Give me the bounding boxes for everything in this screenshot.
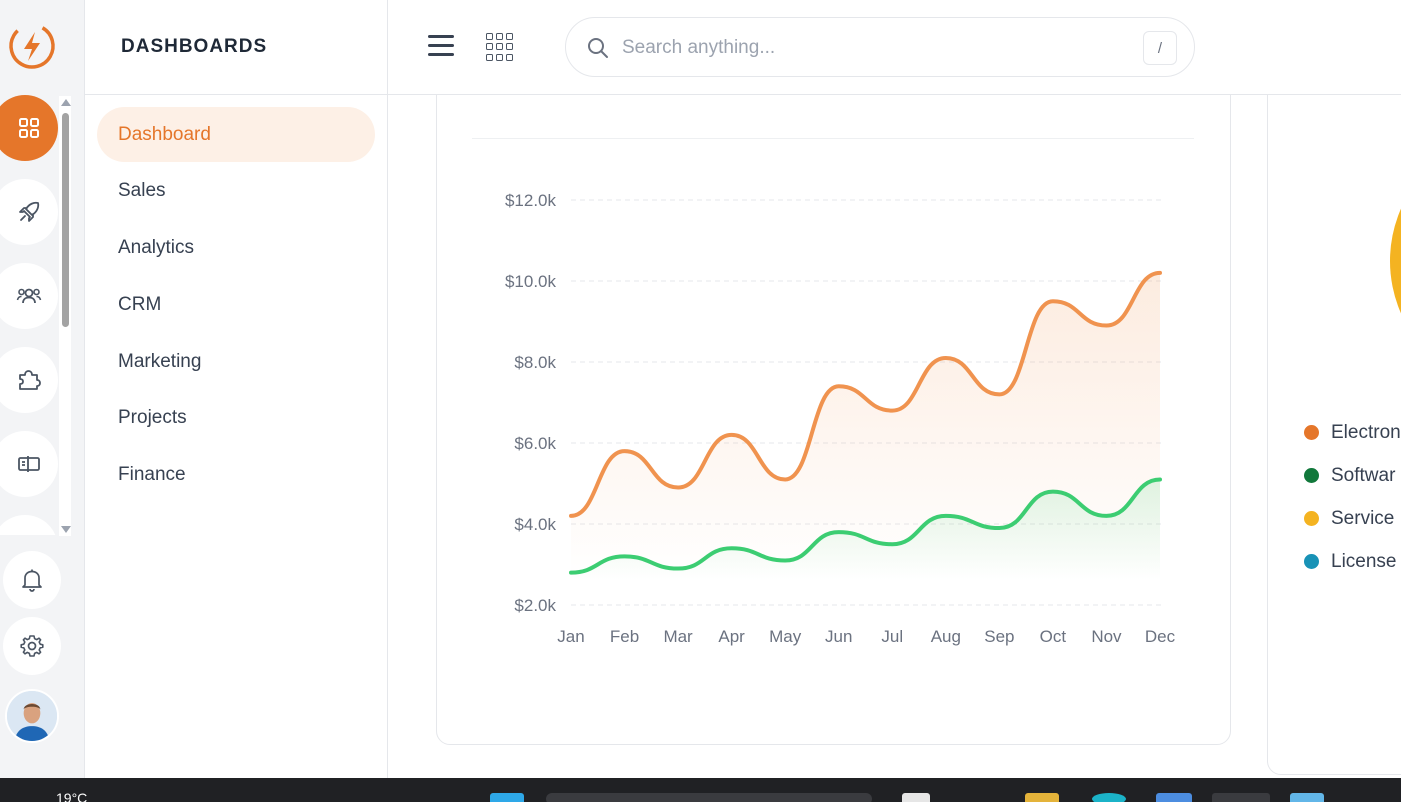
rocket-icon [19,201,40,222]
submenu-item-projects[interactable]: Projects [118,407,187,429]
line-area-chart: $2.0k $4.0k $6.0k $8.0k $10.0k $12.0k Jan Feb Ma… [505,191,1176,646]
x-tick-label: Sep [984,627,1014,646]
legend-item: Service [1304,497,1401,540]
legend-item: License [1304,540,1401,583]
top-header: / [388,0,1401,95]
y-tick-label: $2.0k [514,596,556,615]
search-bar[interactable]: / [565,17,1195,77]
scroll-down-icon[interactable] [61,526,71,533]
gear-icon [20,635,44,657]
user-avatar[interactable] [5,689,59,743]
settings-button[interactable] [3,617,61,675]
y-tick-label: $10.0k [505,272,557,291]
taskbar-app-icon[interactable] [902,793,930,802]
x-tick-label: Jan [557,627,584,646]
y-tick-label: $12.0k [505,191,557,210]
chrome-icon[interactable] [1212,793,1270,802]
puzzle-icon [19,370,41,390]
rail-layout-button[interactable] [0,431,58,497]
rail-scroll-thumb[interactable] [62,113,69,327]
edge-icon[interactable] [1092,793,1126,802]
main-content: $2.0k $4.0k $6.0k $8.0k $10.0k $12.0k Jan Feb Ma… [388,95,1401,778]
submenu-title: DASHBOARDS [121,36,268,57]
rail-more-button[interactable] [0,515,58,535]
legend-label: License [1331,550,1397,572]
x-tick-label: Nov [1091,627,1122,646]
y-tick-label: $4.0k [514,515,556,534]
rail-rocket-button[interactable] [0,179,58,245]
category-pie-card: Electron Softwar Service License [1267,95,1401,775]
series-area [571,479,1160,580]
legend-dot [1304,511,1319,526]
y-tick-label: $6.0k [514,434,556,453]
bell-icon [22,569,42,592]
search-shortcut-key: / [1143,31,1177,65]
taskbar-search[interactable] [546,793,872,802]
submenu-item-sales[interactable]: Sales [118,180,166,202]
pie-legend: Electron Softwar Service License [1304,411,1401,583]
weather-temp: 19°C [56,790,88,802]
rail-nav [0,95,72,535]
scroll-up-icon[interactable] [61,99,71,106]
legend-label: Electron [1331,421,1401,443]
submenu-item-crm[interactable]: CRM [118,293,162,315]
x-tick-label: Feb [610,627,639,646]
notifications-button[interactable] [3,551,61,609]
submenu-item-dashboard[interactable]: Dashboard [97,107,375,162]
brand-logo-icon[interactable] [7,21,57,71]
pie-slice-service [1390,131,1401,391]
x-tick-label: Apr [718,627,745,646]
start-icon[interactable] [490,793,524,802]
search-icon [588,38,608,58]
submenu-list: Dashboard Sales Analytics CRM Marketing … [97,107,375,505]
os-taskbar: 19°C [0,778,1401,802]
submenu-item-finance[interactable]: Finance [118,464,186,486]
menu-toggle-icon[interactable] [428,35,454,59]
grid-icon [19,118,39,138]
rail-dashboards-button[interactable] [0,95,58,161]
submenu-header: DASHBOARDS [85,0,387,95]
submenu-panel: DASHBOARDS Dashboard Sales Analytics CRM… [85,0,388,778]
legend-label: Softwar [1331,464,1396,486]
legend-dot [1304,468,1319,483]
notepad-icon[interactable] [1290,793,1324,802]
layout-icon [18,456,40,472]
apps-grid-icon[interactable] [486,33,514,61]
submenu-item-marketing[interactable]: Marketing [118,350,202,372]
search-input[interactable] [622,32,1122,64]
rail-users-button[interactable] [0,263,58,329]
x-tick-label: May [769,627,802,646]
x-tick-label: Jul [881,627,903,646]
rail-puzzle-button[interactable] [0,347,58,413]
users-icon [16,288,42,304]
x-tick-label: Aug [931,627,961,646]
x-tick-label: Mar [663,627,693,646]
series-line [569,270,1162,518]
legend-dot [1304,554,1319,569]
x-tick-label: Oct [1040,627,1067,646]
icon-rail [0,0,85,778]
legend-label: Service [1331,507,1395,529]
revenue-chart-card: $2.0k $4.0k $6.0k $8.0k $10.0k $12.0k Jan Feb Ma… [436,95,1231,745]
x-tick-label: Jun [825,627,852,646]
y-tick-label: $8.0k [514,353,556,372]
submenu-item-analytics[interactable]: Analytics [118,237,195,259]
x-tick-label: Dec [1145,627,1176,646]
folder-icon[interactable] [1025,793,1059,802]
store-icon[interactable] [1156,793,1192,802]
legend-dot [1304,425,1319,440]
series-line [569,477,1162,575]
card-divider [472,138,1194,139]
series-area [571,272,1160,580]
legend-item: Softwar [1304,454,1401,497]
legend-item: Electron [1304,411,1401,454]
